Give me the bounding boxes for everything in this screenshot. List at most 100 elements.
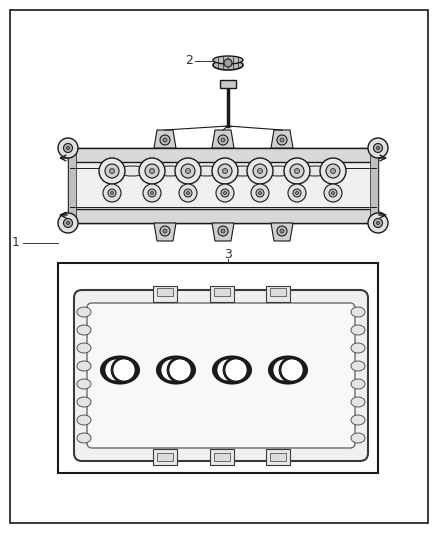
Ellipse shape — [351, 307, 365, 317]
Polygon shape — [154, 130, 176, 148]
Bar — [210, 286, 234, 302]
Circle shape — [251, 184, 269, 202]
Circle shape — [151, 191, 153, 195]
Circle shape — [218, 226, 228, 236]
Circle shape — [212, 158, 238, 184]
Circle shape — [67, 222, 70, 224]
Polygon shape — [154, 223, 176, 241]
Circle shape — [294, 168, 300, 174]
Circle shape — [253, 164, 267, 178]
Bar — [58, 263, 378, 473]
Circle shape — [258, 191, 261, 195]
Circle shape — [224, 59, 232, 67]
Circle shape — [104, 358, 128, 382]
Circle shape — [58, 213, 78, 233]
Circle shape — [184, 189, 192, 197]
Bar — [157, 453, 173, 461]
Circle shape — [145, 164, 159, 178]
Circle shape — [280, 229, 284, 233]
Circle shape — [175, 158, 201, 184]
Circle shape — [296, 191, 299, 195]
Bar — [68, 148, 76, 223]
Circle shape — [374, 143, 382, 152]
Circle shape — [331, 168, 336, 174]
Circle shape — [112, 358, 136, 382]
Bar — [266, 449, 290, 465]
Circle shape — [160, 135, 170, 145]
Circle shape — [293, 189, 301, 197]
Circle shape — [218, 135, 228, 145]
Ellipse shape — [114, 166, 150, 176]
Ellipse shape — [154, 166, 186, 176]
Circle shape — [247, 158, 273, 184]
Circle shape — [143, 184, 161, 202]
Circle shape — [103, 184, 121, 202]
Circle shape — [221, 189, 229, 197]
Ellipse shape — [351, 325, 365, 335]
Ellipse shape — [213, 60, 243, 70]
Circle shape — [160, 358, 184, 382]
Text: 2: 2 — [185, 54, 193, 68]
Circle shape — [290, 164, 304, 178]
Bar — [68, 148, 378, 223]
Ellipse shape — [190, 166, 223, 176]
Bar — [270, 288, 286, 296]
Circle shape — [163, 229, 167, 233]
Ellipse shape — [351, 361, 365, 371]
Circle shape — [224, 358, 248, 382]
Circle shape — [332, 191, 335, 195]
Circle shape — [280, 138, 284, 142]
Circle shape — [67, 147, 70, 149]
Circle shape — [221, 138, 225, 142]
Bar — [153, 286, 177, 302]
Circle shape — [218, 164, 232, 178]
Circle shape — [284, 158, 310, 184]
Circle shape — [179, 184, 197, 202]
Circle shape — [320, 158, 346, 184]
Ellipse shape — [227, 166, 258, 176]
Circle shape — [277, 135, 287, 145]
Circle shape — [181, 164, 195, 178]
Ellipse shape — [351, 379, 365, 389]
Circle shape — [58, 138, 78, 158]
Text: 3: 3 — [224, 248, 232, 262]
Ellipse shape — [77, 325, 91, 335]
Circle shape — [149, 168, 155, 174]
Text: 1: 1 — [12, 237, 20, 249]
Circle shape — [223, 191, 226, 195]
Circle shape — [368, 213, 388, 233]
Ellipse shape — [351, 397, 365, 407]
Circle shape — [186, 168, 191, 174]
Circle shape — [105, 164, 119, 178]
Circle shape — [139, 158, 165, 184]
Ellipse shape — [351, 415, 365, 425]
Ellipse shape — [262, 166, 295, 176]
Circle shape — [221, 229, 225, 233]
Circle shape — [329, 189, 337, 197]
Circle shape — [368, 138, 388, 158]
Polygon shape — [212, 130, 234, 148]
Circle shape — [288, 184, 306, 202]
Bar — [68, 209, 378, 223]
Circle shape — [377, 147, 379, 149]
Polygon shape — [271, 130, 293, 148]
Bar — [220, 80, 236, 88]
Circle shape — [324, 184, 342, 202]
Bar — [214, 288, 230, 296]
Ellipse shape — [351, 433, 365, 443]
Circle shape — [160, 226, 170, 236]
Bar — [153, 449, 177, 465]
Ellipse shape — [213, 56, 243, 64]
Bar — [266, 286, 290, 302]
Circle shape — [280, 358, 304, 382]
Ellipse shape — [77, 361, 91, 371]
Ellipse shape — [351, 343, 365, 353]
Circle shape — [108, 189, 116, 197]
Bar — [270, 453, 286, 461]
Circle shape — [64, 143, 73, 152]
Circle shape — [258, 168, 262, 174]
Circle shape — [148, 189, 156, 197]
Ellipse shape — [299, 166, 331, 176]
Text: 4: 4 — [216, 411, 224, 424]
Circle shape — [110, 168, 114, 174]
